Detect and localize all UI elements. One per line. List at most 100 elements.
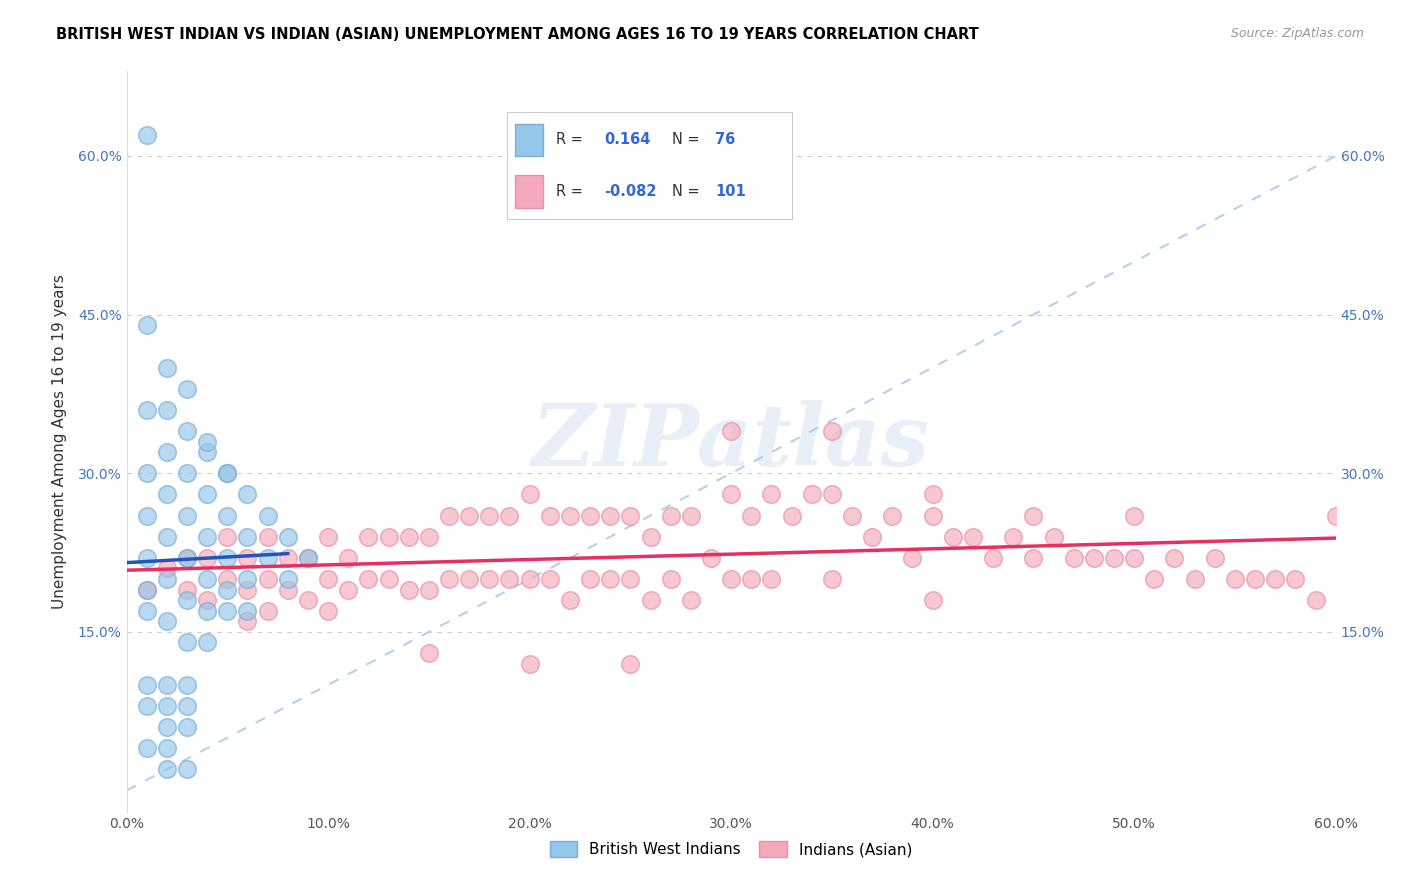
Point xyxy=(135,467,157,481)
Point xyxy=(377,530,399,544)
Point xyxy=(558,593,581,607)
Point xyxy=(1324,508,1347,523)
Point xyxy=(679,593,702,607)
Point xyxy=(478,508,501,523)
Point xyxy=(740,572,762,586)
Point xyxy=(236,615,259,629)
Point xyxy=(1163,550,1185,565)
Point xyxy=(297,593,319,607)
Point xyxy=(176,720,198,734)
Point xyxy=(236,604,259,618)
Point xyxy=(256,572,278,586)
Point xyxy=(217,604,239,618)
Point xyxy=(217,467,239,481)
Point xyxy=(277,572,299,586)
Point xyxy=(640,593,662,607)
Point xyxy=(256,550,278,565)
Point xyxy=(176,424,198,438)
Point xyxy=(217,582,239,597)
Point xyxy=(437,572,460,586)
Point xyxy=(740,508,762,523)
Point xyxy=(679,508,702,523)
Point xyxy=(860,530,883,544)
Point xyxy=(256,530,278,544)
Point xyxy=(418,646,440,660)
Point xyxy=(1022,550,1045,565)
Point xyxy=(599,508,621,523)
Point xyxy=(176,550,198,565)
Point xyxy=(236,582,259,597)
Point xyxy=(981,550,1004,565)
Point xyxy=(217,508,239,523)
Point xyxy=(156,487,179,501)
Point xyxy=(156,572,179,586)
Point xyxy=(156,530,179,544)
Point xyxy=(1284,572,1306,586)
Point xyxy=(195,550,218,565)
Point xyxy=(720,487,742,501)
Point xyxy=(217,550,239,565)
Point xyxy=(156,720,179,734)
Point xyxy=(1244,572,1267,586)
Point xyxy=(316,530,339,544)
Point xyxy=(1102,550,1125,565)
Text: BRITISH WEST INDIAN VS INDIAN (ASIAN) UNEMPLOYMENT AMONG AGES 16 TO 19 YEARS COR: BRITISH WEST INDIAN VS INDIAN (ASIAN) UN… xyxy=(56,27,979,42)
Point xyxy=(176,635,198,649)
Point xyxy=(135,508,157,523)
Legend: British West Indians, Indians (Asian): British West Indians, Indians (Asian) xyxy=(544,835,918,863)
Point xyxy=(256,604,278,618)
Point xyxy=(498,572,520,586)
Point xyxy=(921,593,943,607)
Point xyxy=(337,582,360,597)
Point xyxy=(297,550,319,565)
Point xyxy=(538,508,561,523)
Point xyxy=(135,128,157,142)
Point xyxy=(1305,593,1327,607)
Point xyxy=(156,615,179,629)
Point xyxy=(418,530,440,544)
Point xyxy=(1123,550,1146,565)
Point xyxy=(176,508,198,523)
Point xyxy=(357,530,380,544)
Point xyxy=(519,572,541,586)
Point xyxy=(135,318,157,333)
Point xyxy=(599,572,621,586)
Point xyxy=(195,434,218,449)
Point xyxy=(156,561,179,575)
Point xyxy=(821,424,844,438)
Point xyxy=(761,572,783,586)
Point xyxy=(1063,550,1085,565)
Point xyxy=(236,530,259,544)
Point xyxy=(277,550,299,565)
Point xyxy=(437,508,460,523)
Point xyxy=(1143,572,1166,586)
Point xyxy=(135,698,157,713)
Point xyxy=(236,487,259,501)
Point xyxy=(176,467,198,481)
Point xyxy=(217,530,239,544)
Point xyxy=(1022,508,1045,523)
Point xyxy=(316,604,339,618)
Point xyxy=(821,572,844,586)
Point xyxy=(619,508,641,523)
Point xyxy=(780,508,803,523)
Point xyxy=(135,550,157,565)
Point xyxy=(1123,508,1146,523)
Point xyxy=(176,550,198,565)
Point xyxy=(962,530,984,544)
Point xyxy=(1002,530,1025,544)
Point xyxy=(1223,572,1246,586)
Point xyxy=(176,582,198,597)
Point xyxy=(195,572,218,586)
Point xyxy=(579,572,602,586)
Point xyxy=(195,445,218,459)
Point xyxy=(418,582,440,597)
Point xyxy=(135,402,157,417)
Point xyxy=(1264,572,1286,586)
Point xyxy=(882,508,904,523)
Point xyxy=(156,741,179,756)
Point xyxy=(176,593,198,607)
Point xyxy=(156,698,179,713)
Point xyxy=(800,487,823,501)
Point xyxy=(217,467,239,481)
